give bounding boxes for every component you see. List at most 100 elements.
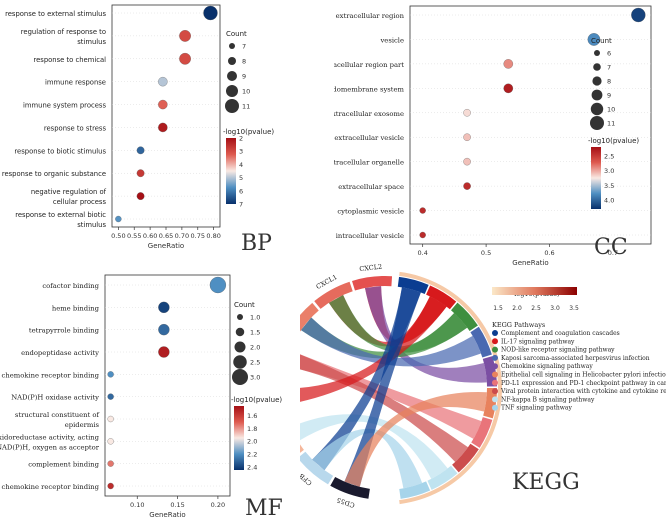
cc-term-label: endomembrane system [334,85,405,93]
mf-count-legend-label: 1.0 [250,314,260,322]
kegg-link [300,296,447,402]
kegg-link [344,392,487,487]
mf-term-label: CCR chemokine receptor binding [0,483,100,491]
bp-dot [158,122,168,133]
cc-dot [463,133,471,141]
kegg-pathway-arc [399,481,431,499]
kegg-pathway-legend-label: IL-17 signaling pathway [501,338,575,345]
mf-count-legend-dot [235,327,245,337]
cc-dot [631,7,646,23]
cc-color-legend-label: 3.0 [604,167,614,175]
cc-plot-group: extracellular region vesicle extracellular… [334,5,652,267]
cc-dot [463,182,471,190]
mf-count-legend-dot [233,355,247,369]
bp-count-legend-label: 8 [242,58,246,66]
bp-dot [115,215,122,223]
kegg-pathway-legend-dot [492,354,498,361]
kegg-pathway-legend-label: NF-kappa B signaling pathway [501,396,595,403]
bp-dot [136,192,145,200]
mf-term-label: epidermis [65,421,100,429]
bp-term-label: stimulus [77,221,106,229]
bp-term-label: stimulus [77,38,106,46]
kegg-color-legend-label: 3.5 [569,305,579,312]
bp-dot [179,30,191,42]
kegg-pathway-legend-dot [492,371,498,378]
kegg-gene-label: CD55 [336,496,356,510]
kegg-gene-label: CFB [300,472,314,488]
kegg-chord-group: CXCL2CXCL1STAT1CD274LCN2PLAURCFBCD55-log… [300,263,666,509]
bp-x-axis-title: GeneRatio [148,242,184,250]
kegg-color-legend-label: 3.0 [550,305,560,312]
kegg-pathway-legend-label: Viral protein interaction with cytokine … [500,388,666,395]
bp-term-label: immune system process [23,102,106,110]
bp-x-tick-label: 0.60 [143,232,157,240]
bp-x-tick-label: 0.75 [191,232,205,240]
cc-dot [463,109,471,117]
cc-dot [463,157,471,166]
bp-count-legend-title: Count [226,30,247,38]
mf-term-label: structural constituent of [15,411,100,419]
bp-x-tick-label: 0.65 [159,232,173,240]
mf-x-tick-label: 0.10 [130,501,144,509]
mf-color-legend-label: 1.6 [247,412,257,420]
mf-x-tick-label: 0.15 [170,501,184,509]
mf-dot [209,276,227,294]
kegg-pathway-legend-dot [492,363,498,370]
bp-color-legend-label: 6 [239,187,243,195]
kegg-color-bar [492,287,577,295]
kegg-pathway-legend-label: Kaposi sarcoma-associated herpesvirus in… [501,355,650,362]
cc-count-legend-title: Count [591,37,612,45]
bp-count-legend-dot [228,57,236,65]
cc-count-legend-dot [594,50,600,56]
mf-x-axis-title: GeneRatio [149,511,185,519]
bp-term-label: response to stress [44,124,107,132]
cc-plot-frame [409,5,652,245]
mf-term-label: tetrapyrrole binding [29,327,100,335]
bp-count-legend-label: 11 [242,103,250,111]
cc-dot [503,83,514,94]
kegg-pathway-arc [427,465,458,490]
cc-x-axis-title: GeneRatio [512,259,548,267]
bp-x-tick-label: 0.50 [111,232,125,240]
cc-x-tick-label: 0.4 [418,249,428,257]
bp-term-label: negative regulation of [31,188,107,196]
kegg-pathway-legend-dot [492,404,498,411]
bp-color-legend-label: 4 [239,161,243,169]
bp-dot [158,76,168,87]
mf-dot [158,324,170,336]
bp-color-legend-title: -log10(pvalue) [223,128,274,136]
kegg-pathway-arc [426,285,457,310]
bp-color-legend-label: 5 [239,174,243,182]
kegg-pathway-legend-label: NOD-like receptor signaling pathway [501,347,615,354]
cc-term-label: extracellular vesicle [334,134,404,142]
bp-plot-frame [111,4,221,228]
cc-color-legend-label: 4.0 [604,197,614,205]
mf-count-legend-label: 2.0 [250,344,260,352]
mf-term-label: oxidoreductase activity, acting [0,433,100,441]
bp-dot [203,5,218,21]
cc-count-legend-dot [593,63,601,71]
bp-x-tick-label: 0.70 [175,232,189,240]
kegg-link [301,317,482,367]
kegg-gene-arc [300,302,319,332]
cc-count-legend-label: 11 [607,120,615,128]
kegg-gene-arc [352,276,393,291]
mf-color-bar [234,406,244,470]
kegg-color-legend-label: 2.0 [512,305,522,312]
mf-term-label: CCR5 chemokine receptor binding [0,371,100,379]
kegg-pathway-legend-label: PD-L1 expression and PD-1 checkpoint pat… [501,380,666,387]
kegg-link [364,286,487,383]
cc-dot [587,33,601,46]
mf-term-label: heme binding [52,304,100,312]
bp-color-legend-label: 2 [239,135,243,143]
kegg-pathway-legend-dot [492,346,498,353]
cc-count-legend-label: 8 [607,78,611,86]
mf-count-legend-dot [237,314,243,320]
kegg-pathway-legend-title: KEGG Pathways [492,321,545,329]
kegg-link [312,428,423,489]
cc-count-legend-dot [591,89,603,101]
mf-dot [158,346,170,358]
kegg-color-legend-label: 1.5 [493,305,503,312]
cc-x-tick-label: 0.5 [481,249,491,257]
bp-count-legend-label: 9 [242,73,246,81]
